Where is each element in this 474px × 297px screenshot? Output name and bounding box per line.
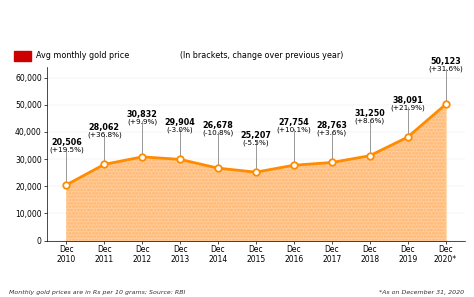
Text: 28,062: 28,062 (89, 123, 120, 132)
Text: 20,506: 20,506 (51, 138, 82, 147)
Text: 30,832: 30,832 (127, 110, 158, 119)
Point (100, 162, 108, 167)
Text: 50,123: 50,123 (430, 58, 461, 67)
Point (404, 135, 411, 140)
Point (176, 157, 184, 162)
Text: (-10.8%): (-10.8%) (202, 129, 234, 136)
Point (328, 160, 336, 165)
Text: (-5.5%): (-5.5%) (243, 139, 269, 146)
Point (214, 166, 222, 170)
Point (290, 163, 298, 168)
Text: 31,250: 31,250 (355, 109, 385, 118)
Text: (+36.8%): (+36.8%) (87, 131, 122, 138)
Point (63, 183, 70, 187)
Text: 38,091: 38,091 (392, 96, 423, 105)
Text: (-3.0%): (-3.0%) (167, 126, 193, 133)
Point (252, 170, 260, 175)
Text: (+9.9%): (+9.9%) (127, 118, 157, 125)
Text: (+10.1%): (+10.1%) (276, 127, 311, 133)
Text: 26,678: 26,678 (202, 121, 234, 130)
Text: Avg monthly gold price: Avg monthly gold price (36, 51, 129, 60)
Text: (+21.9%): (+21.9%) (390, 104, 425, 110)
Text: (+3.6%): (+3.6%) (317, 129, 347, 136)
Text: (+8.6%): (+8.6%) (355, 117, 385, 124)
Point (442, 102, 449, 107)
Text: (+31.6%): (+31.6%) (428, 66, 463, 72)
Text: 27,754: 27,754 (279, 118, 309, 127)
Text: *As on December 31, 2020: *As on December 31, 2020 (379, 290, 465, 295)
Text: GOLD PRICE MOVEMENT: GOLD PRICE MOVEMENT (128, 15, 346, 31)
Text: (+19.5%): (+19.5%) (49, 146, 84, 153)
FancyBboxPatch shape (14, 51, 31, 61)
Point (138, 154, 146, 159)
Text: 28,763: 28,763 (316, 121, 347, 130)
Text: 29,904: 29,904 (165, 118, 195, 127)
Text: 25,207: 25,207 (240, 131, 272, 140)
Text: Monthly gold prices are in Rs per 10 grams; Source: RBI: Monthly gold prices are in Rs per 10 gra… (9, 290, 186, 295)
Point (366, 153, 374, 158)
Text: (In brackets, change over previous year): (In brackets, change over previous year) (180, 51, 344, 60)
